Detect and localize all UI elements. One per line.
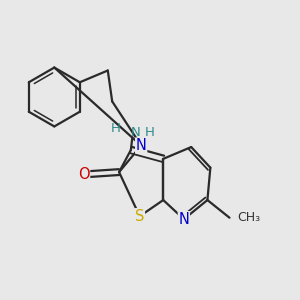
Text: N: N [131, 126, 141, 139]
Text: H: H [145, 126, 155, 139]
Text: O: O [78, 167, 90, 182]
Text: N: N [178, 212, 189, 227]
Text: S: S [135, 209, 144, 224]
Text: N: N [136, 138, 147, 153]
Text: CH₃: CH₃ [238, 211, 261, 224]
Text: H: H [111, 122, 121, 135]
